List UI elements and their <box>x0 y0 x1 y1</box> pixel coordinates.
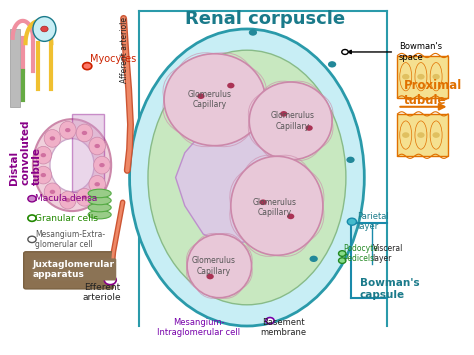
Circle shape <box>65 128 71 132</box>
Circle shape <box>280 111 287 117</box>
Circle shape <box>94 182 100 186</box>
Ellipse shape <box>94 156 110 174</box>
Ellipse shape <box>400 121 412 149</box>
Ellipse shape <box>231 156 323 255</box>
Circle shape <box>338 258 346 263</box>
Circle shape <box>207 274 214 279</box>
Circle shape <box>82 131 87 135</box>
Text: Glomerulus
Capillary: Glomerulus Capillary <box>188 90 232 109</box>
Circle shape <box>342 49 348 54</box>
Ellipse shape <box>187 234 252 298</box>
Circle shape <box>41 153 46 157</box>
Circle shape <box>41 26 48 32</box>
Ellipse shape <box>88 211 111 219</box>
Circle shape <box>347 218 356 225</box>
Ellipse shape <box>35 146 52 164</box>
Circle shape <box>432 74 440 80</box>
Ellipse shape <box>76 124 93 142</box>
Circle shape <box>197 93 205 99</box>
Text: Bowman's
capsule: Bowman's capsule <box>360 278 419 300</box>
Text: Myocytes: Myocytes <box>91 54 137 64</box>
Text: Mesangium-Extra-
glomerular cell: Mesangium-Extra- glomerular cell <box>35 230 105 249</box>
Circle shape <box>28 236 36 242</box>
Ellipse shape <box>148 50 346 305</box>
Text: Glomerulus
Capillary: Glomerulus Capillary <box>191 256 236 275</box>
Circle shape <box>259 200 267 205</box>
Circle shape <box>227 83 235 88</box>
Ellipse shape <box>88 189 111 198</box>
Circle shape <box>287 214 294 219</box>
Text: Mesangium-
Intraglomerular cell: Mesangium- Intraglomerular cell <box>157 318 240 338</box>
Text: Granular cells: Granular cells <box>35 214 98 223</box>
Bar <box>398 114 448 156</box>
Circle shape <box>338 251 346 256</box>
Circle shape <box>346 157 355 163</box>
Text: Podocyte
Pedicels: Podocyte Pedicels <box>344 244 378 263</box>
FancyBboxPatch shape <box>72 114 104 192</box>
Circle shape <box>328 61 336 67</box>
Ellipse shape <box>33 17 56 42</box>
Ellipse shape <box>76 189 93 206</box>
Circle shape <box>417 132 425 138</box>
Text: Visceral
layer: Visceral layer <box>373 244 403 263</box>
Ellipse shape <box>33 119 111 211</box>
Text: Afferent arteriole: Afferent arteriole <box>119 17 128 83</box>
Text: Basement
membrane: Basement membrane <box>261 318 307 338</box>
Text: Parietal
layer: Parietal layer <box>357 212 389 231</box>
Circle shape <box>99 163 105 167</box>
Ellipse shape <box>164 54 265 146</box>
Text: Proximal
tubule: Proximal tubule <box>403 79 462 106</box>
Bar <box>398 55 448 98</box>
Circle shape <box>65 198 71 202</box>
Circle shape <box>28 215 36 222</box>
Text: Macula densa: Macula densa <box>35 194 98 203</box>
Ellipse shape <box>129 29 365 326</box>
Ellipse shape <box>89 175 106 193</box>
Circle shape <box>50 190 55 194</box>
Circle shape <box>305 125 313 131</box>
Polygon shape <box>175 110 295 245</box>
Ellipse shape <box>89 137 106 155</box>
Ellipse shape <box>249 82 332 160</box>
Circle shape <box>266 317 274 324</box>
FancyBboxPatch shape <box>24 252 113 289</box>
Ellipse shape <box>50 138 94 192</box>
Bar <box>10 29 20 107</box>
Ellipse shape <box>44 130 61 147</box>
Circle shape <box>28 196 36 202</box>
Circle shape <box>249 29 257 36</box>
Text: Distal
convoluted
tubule: Distal convoluted tubule <box>9 120 42 186</box>
Circle shape <box>104 275 116 285</box>
Text: Glomerulus
Capillary: Glomerulus Capillary <box>253 198 297 217</box>
Circle shape <box>402 132 410 138</box>
Circle shape <box>94 144 100 148</box>
Ellipse shape <box>35 166 52 184</box>
Ellipse shape <box>430 62 442 91</box>
Ellipse shape <box>88 196 111 205</box>
Text: Bowman's
space: Bowman's space <box>399 42 442 62</box>
Ellipse shape <box>88 203 111 212</box>
Ellipse shape <box>415 121 427 149</box>
Circle shape <box>402 74 410 80</box>
Ellipse shape <box>400 62 412 91</box>
Text: Renal corpuscle: Renal corpuscle <box>185 10 346 28</box>
Ellipse shape <box>430 121 442 149</box>
Circle shape <box>50 136 55 141</box>
Text: Glomerulus
Capillary: Glomerulus Capillary <box>271 111 315 131</box>
Text: Efferent
arteriole: Efferent arteriole <box>82 283 121 302</box>
Text: Juxtaglomerular
apparatus: Juxtaglomerular apparatus <box>33 260 115 279</box>
Circle shape <box>82 62 92 70</box>
Circle shape <box>41 173 46 177</box>
Ellipse shape <box>44 183 61 201</box>
Ellipse shape <box>60 121 76 139</box>
Circle shape <box>310 256 318 262</box>
Circle shape <box>417 74 425 80</box>
Ellipse shape <box>60 191 76 209</box>
Circle shape <box>82 195 87 200</box>
Ellipse shape <box>415 62 427 91</box>
Circle shape <box>432 132 440 138</box>
